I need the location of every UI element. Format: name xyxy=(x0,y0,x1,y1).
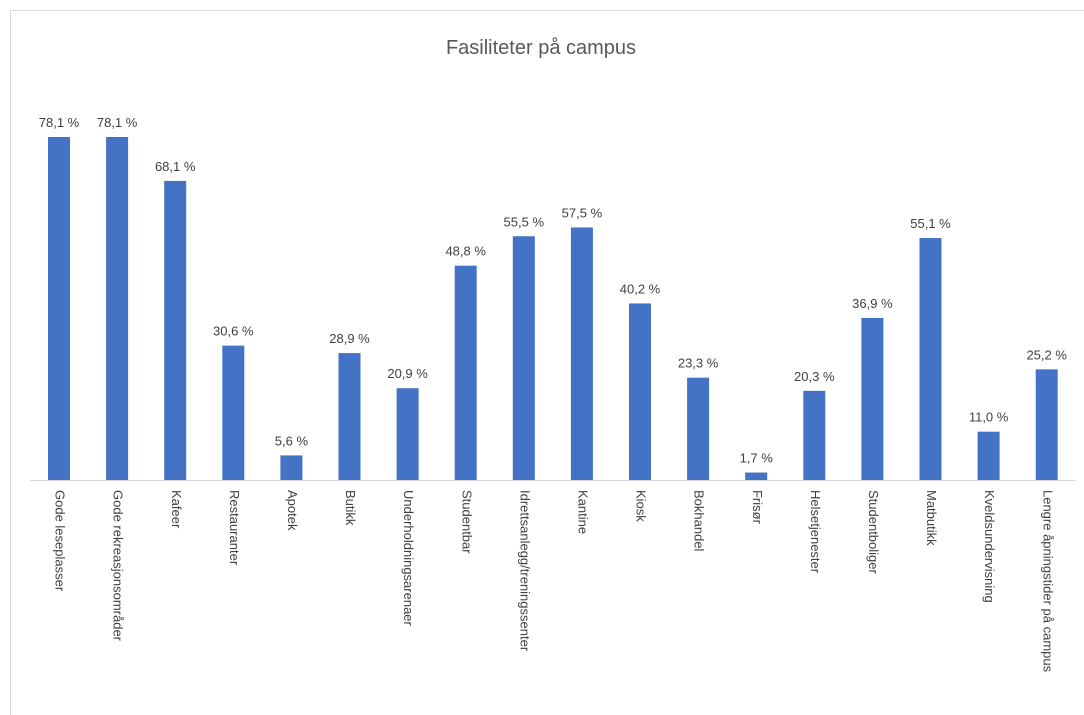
x-tick-label: Gode leseplasser xyxy=(53,490,68,592)
bar xyxy=(803,390,826,480)
data-label: 28,9 % xyxy=(329,331,370,346)
data-label: 55,5 % xyxy=(504,214,545,229)
data-label: 20,9 % xyxy=(387,366,428,381)
bar xyxy=(164,180,187,480)
bar xyxy=(977,431,1000,480)
bar xyxy=(512,236,535,480)
data-label: 11,0 % xyxy=(969,410,1009,425)
bar xyxy=(222,345,245,480)
x-tick-label: Butikk xyxy=(343,490,358,526)
bar xyxy=(338,353,361,480)
x-tick-label: Studentboliger xyxy=(866,490,881,575)
x-tick-label: Apotek xyxy=(285,490,300,531)
x-tick-label: Lengre åpningstider på campus xyxy=(1040,490,1055,673)
data-label: 55,1 % xyxy=(910,216,951,231)
data-label: 78,1 % xyxy=(97,115,138,130)
x-tick-label: Bokhandel xyxy=(692,490,707,552)
bar xyxy=(687,377,710,480)
bar xyxy=(629,303,651,480)
data-label: 68,1 % xyxy=(155,159,196,174)
chart-title: Fasiliteter på campus xyxy=(446,37,636,59)
x-tick-label: Gode rekreasjonsområder xyxy=(111,490,126,642)
bar xyxy=(1035,369,1058,480)
bar xyxy=(454,265,477,480)
data-label: 36,9 % xyxy=(852,296,893,311)
bar xyxy=(106,137,129,480)
x-tick-label: Restauranter xyxy=(227,490,242,566)
x-tick-label: Underholdningsarenaer xyxy=(401,490,416,627)
x-tick-label: Helsetjenester xyxy=(808,490,823,574)
data-label: 30,6 % xyxy=(213,324,254,339)
data-label: 23,3 % xyxy=(678,356,719,371)
bar xyxy=(280,455,303,480)
bar xyxy=(919,238,942,480)
data-label: 40,2 % xyxy=(620,281,661,296)
bar xyxy=(861,317,884,480)
x-tick-label: Kantine xyxy=(575,490,590,534)
bar xyxy=(48,137,70,480)
data-label: 1,7 % xyxy=(740,451,774,466)
data-label: 78,1 % xyxy=(39,115,80,130)
x-tick-label: Kiosk xyxy=(634,490,649,522)
x-tick-label: Kafeer xyxy=(169,490,184,529)
data-label: 5,6 % xyxy=(275,433,309,448)
x-tick-label: Kveldsundervisning xyxy=(982,490,997,603)
data-label: 57,5 % xyxy=(562,205,603,220)
bar xyxy=(570,227,593,480)
x-tick-label: Studentbar xyxy=(459,490,474,554)
chart-frame xyxy=(10,10,1084,715)
data-label: 20,3 % xyxy=(794,369,835,384)
x-tick-label: Frisør xyxy=(750,490,765,525)
bar xyxy=(745,472,768,480)
data-label: 25,2 % xyxy=(1026,347,1067,362)
x-tick-label: Matbutikk xyxy=(924,490,939,546)
x-tick-label: Idrettsanlegg/treningssenter xyxy=(517,490,532,652)
data-label: 48,8 % xyxy=(445,244,486,259)
bar xyxy=(396,388,419,480)
